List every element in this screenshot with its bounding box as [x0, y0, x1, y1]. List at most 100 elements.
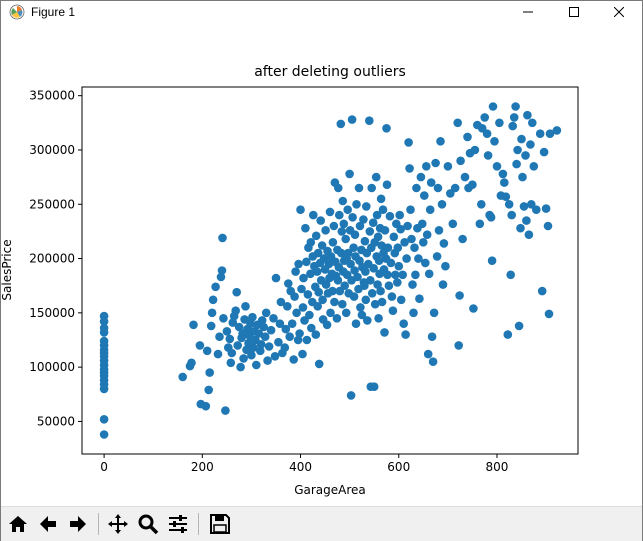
data-point: [359, 215, 368, 224]
data-point: [222, 327, 232, 336]
data-point: [335, 210, 344, 220]
home-button[interactable]: [5, 511, 31, 537]
data-point: [460, 172, 470, 182]
data-point: [378, 205, 388, 214]
data-point: [463, 132, 472, 142]
data-point: [352, 200, 361, 209]
data-point: [362, 202, 371, 211]
data-point: [328, 238, 338, 247]
maximize-button[interactable]: [551, 1, 597, 23]
data-point: [348, 213, 357, 222]
zoom-button[interactable]: [135, 511, 161, 537]
data-point: [368, 218, 378, 227]
arrow-right-icon: [67, 513, 89, 535]
data-point: [312, 267, 322, 276]
data-point: [469, 304, 478, 313]
data-point: [334, 183, 343, 193]
data-point: [404, 138, 413, 147]
data-point: [380, 328, 389, 337]
data-point: [248, 312, 257, 322]
data-point: [432, 252, 442, 261]
data-point: [522, 216, 531, 225]
data-point: [354, 183, 364, 193]
subplots-button[interactable]: [165, 511, 191, 537]
data-point: [360, 281, 369, 291]
data-point: [475, 219, 485, 229]
data-point: [314, 359, 324, 369]
data-point: [270, 352, 280, 361]
data-point: [205, 368, 214, 377]
data-point: [297, 284, 306, 294]
data-point: [438, 280, 448, 289]
data-point: [539, 147, 549, 157]
data-point: [208, 295, 218, 305]
minimize-icon: [523, 7, 533, 17]
data-point: [213, 349, 223, 359]
data-point: [402, 254, 411, 263]
y-tick-label: 100000: [29, 360, 75, 374]
data-point: [246, 319, 255, 329]
data-point: [360, 236, 370, 246]
data-point: [202, 346, 212, 356]
data-point: [380, 226, 390, 235]
data-point: [528, 118, 537, 128]
data-point: [260, 332, 270, 342]
data-point: [385, 211, 395, 221]
data-point: [338, 299, 347, 309]
home-icon: [7, 513, 29, 535]
data-point: [228, 318, 238, 327]
minimize-button[interactable]: [505, 1, 551, 23]
data-point: [393, 243, 403, 252]
figure-canvas[interactable]: 0 200 400 600 800 50000 100000 150000 200000 250…: [1, 23, 642, 506]
data-point: [292, 308, 301, 318]
data-point: [307, 323, 316, 333]
data-point: [299, 273, 308, 283]
data-point: [219, 314, 228, 323]
data-point: [266, 325, 276, 335]
forward-button[interactable]: [65, 511, 91, 537]
data-point: [369, 382, 379, 392]
back-button[interactable]: [35, 511, 61, 537]
close-button[interactable]: [596, 1, 642, 23]
data-point: [291, 267, 300, 276]
data-point: [376, 194, 386, 204]
title-bar[interactable]: Figure 1: [1, 1, 642, 23]
data-point: [408, 280, 417, 289]
data-point: [328, 286, 337, 296]
data-point: [311, 330, 321, 339]
sliders-icon: [167, 513, 189, 535]
toolbar-separator: [98, 513, 99, 535]
data-point: [302, 335, 312, 345]
y-axis-label: SalesPrice: [1, 239, 14, 300]
save-button[interactable]: [207, 511, 233, 537]
data-point: [296, 205, 305, 214]
data-point: [409, 308, 418, 318]
data-point: [401, 330, 410, 339]
data-point: [443, 162, 453, 171]
data-point: [99, 384, 109, 394]
data-point: [271, 273, 281, 283]
pan-button[interactable]: [105, 511, 131, 537]
data-point: [490, 137, 499, 146]
data-point: [439, 239, 449, 248]
data-point: [500, 178, 509, 187]
x-tick-label: 0: [100, 460, 108, 474]
data-point: [512, 159, 521, 169]
data-point: [189, 320, 198, 330]
data-point: [187, 358, 196, 368]
axes-frame: [81, 86, 579, 455]
data-point: [423, 349, 433, 359]
data-point: [236, 362, 245, 372]
data-point: [374, 256, 384, 265]
y-tick-label: 150000: [29, 306, 75, 320]
data-point: [306, 238, 316, 247]
data-point: [504, 200, 514, 209]
x-tick-label: 200: [191, 460, 214, 474]
data-point: [383, 243, 393, 252]
data-point: [99, 317, 109, 326]
data-point: [269, 314, 278, 323]
data-point: [259, 322, 269, 332]
data-point: [233, 341, 242, 350]
data-point: [281, 324, 291, 334]
